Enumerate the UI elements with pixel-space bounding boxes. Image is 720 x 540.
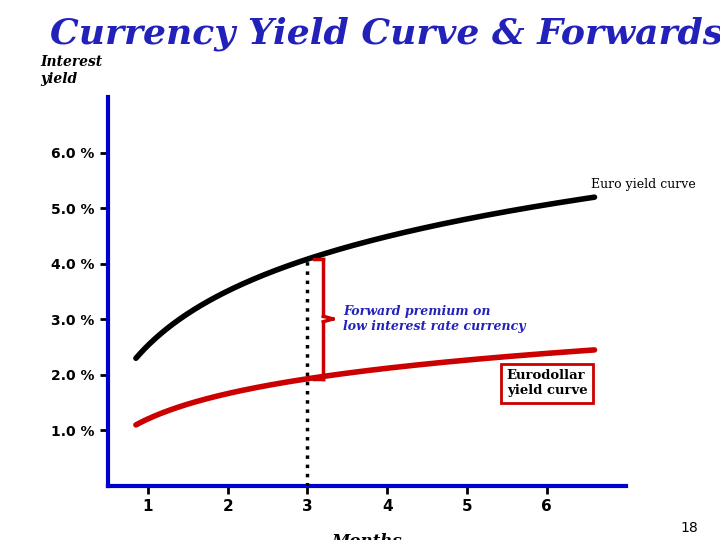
Text: Forward premium on
low interest rate currency: Forward premium on low interest rate cur… — [343, 305, 526, 333]
Text: Currency Yield Curve & Forwards: Currency Yield Curve & Forwards — [50, 16, 720, 51]
Text: Euro yield curve: Euro yield curve — [590, 178, 696, 191]
Text: Interest
yield: Interest yield — [40, 55, 103, 85]
Text: 18: 18 — [680, 521, 698, 535]
Text: Months: Months — [332, 532, 402, 540]
Text: Eurodollar
yield curve: Eurodollar yield curve — [507, 369, 588, 397]
